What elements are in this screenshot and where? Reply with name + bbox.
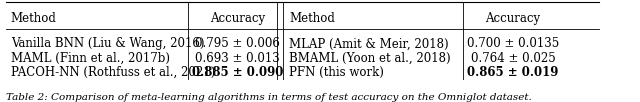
Text: Accuracy: Accuracy	[210, 12, 265, 25]
Text: Method: Method	[11, 12, 57, 25]
Text: Table 2: Comparison of meta-learning algorithms in terms of test accuracy on the: Table 2: Comparison of meta-learning alg…	[6, 93, 532, 102]
Text: MLAP (Amit & Meir, 2018): MLAP (Amit & Meir, 2018)	[289, 37, 449, 50]
Text: 0.795 ± 0.006: 0.795 ± 0.006	[195, 37, 280, 50]
Text: 0.693 ± 0.013: 0.693 ± 0.013	[195, 52, 280, 65]
Text: PACOH-NN (Rothfuss et al., 2021): PACOH-NN (Rothfuss et al., 2021)	[11, 66, 215, 79]
Text: Method: Method	[289, 12, 335, 25]
Text: 0.700 ± 0.0135: 0.700 ± 0.0135	[467, 37, 559, 50]
Text: Accuracy: Accuracy	[485, 12, 541, 25]
Text: Vanilla BNN (Liu & Wang, 2016): Vanilla BNN (Liu & Wang, 2016)	[11, 37, 204, 50]
Text: 0.764 ± 0.025: 0.764 ± 0.025	[470, 52, 556, 65]
Text: MAML (Finn et al., 2017b): MAML (Finn et al., 2017b)	[11, 52, 170, 65]
Text: BMAML (Yoon et al., 2018): BMAML (Yoon et al., 2018)	[289, 52, 451, 65]
Text: PFN (this work): PFN (this work)	[289, 66, 384, 79]
Text: 0.865 ± 0.019: 0.865 ± 0.019	[467, 66, 559, 79]
Text: 0.885 ± 0.090: 0.885 ± 0.090	[192, 66, 284, 79]
